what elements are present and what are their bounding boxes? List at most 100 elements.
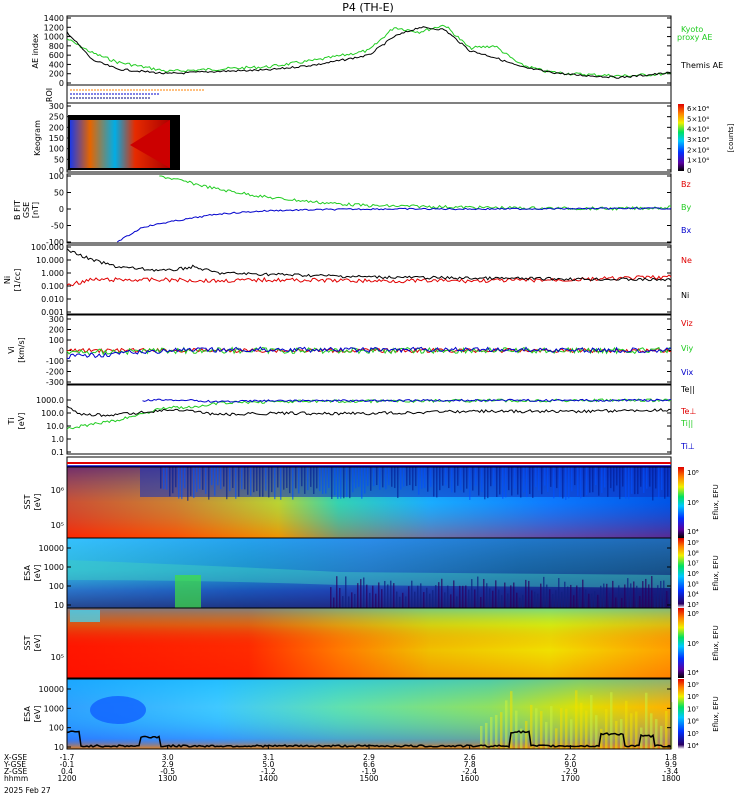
- esa-i-stripe: [555, 728, 558, 749]
- ti-par-line: [66, 398, 672, 430]
- sst-e-stripe: [472, 467, 474, 491]
- sst-e-stripe: [547, 467, 549, 492]
- esa-e-green-band: [67, 560, 671, 588]
- keo-cbtick-3: 3×10⁴: [687, 136, 709, 144]
- sst-e-stripe: [274, 467, 276, 500]
- t-ytick-label-1: 100.0: [41, 409, 64, 418]
- esa-e-cbtick-1: 10⁸: [687, 549, 699, 557]
- sst-e-stripe: [319, 467, 321, 492]
- esa-e-stripe: [654, 594, 656, 608]
- v-ytick-label-3: 0: [59, 347, 64, 356]
- sst-e-ytick-1: 10⁶: [51, 486, 64, 495]
- bfield-panel: B FIT GSE [nT] 100 50 0 -50 -100 Bz By Bx: [13, 172, 691, 247]
- esa-e-stripe: [450, 594, 452, 608]
- esa-i-cbtick-3: 10⁶: [687, 718, 699, 726]
- sst-e-ytick-2: 10⁵: [51, 521, 64, 530]
- esa-e-stripe: [420, 583, 422, 608]
- keo-ytick-label-4: 100: [49, 145, 64, 154]
- esa-i-cbtick-5: 10⁴: [687, 742, 699, 750]
- esa-e-stripe: [333, 597, 335, 608]
- sst-e-stripe: [364, 467, 366, 494]
- sst-e-stripe: [199, 467, 201, 489]
- esa-i-stripe: [595, 715, 598, 749]
- esa-i-stripe: [600, 728, 603, 749]
- esa-e-stripe: [528, 580, 530, 608]
- sst-e-stripe: [250, 467, 252, 496]
- keo-ytick-label-6: 0: [59, 166, 64, 175]
- esa-e-stripe: [381, 589, 383, 608]
- sst-i-cbar-tick-2: 10⁶: [687, 640, 699, 648]
- esa-i-stripe: [640, 727, 643, 749]
- sst-e-stripe: [613, 467, 615, 492]
- sst-e-stripe: [295, 467, 297, 489]
- sst-e-stripe: [418, 467, 420, 495]
- sst-e-stripe: [343, 467, 345, 499]
- esa-e-stripe: [441, 578, 443, 608]
- footer-tick-y-1: 2.9: [162, 760, 174, 769]
- esa-e-stripe: [588, 593, 590, 608]
- footer-tick-z-1: -0.5: [160, 767, 175, 776]
- esa-e-stripe: [414, 591, 416, 608]
- sst-e-stripe: [454, 467, 456, 493]
- sst-e-stripe: [181, 467, 183, 500]
- sst-e-stripe: [622, 467, 624, 487]
- esa-e-stripe: [492, 590, 494, 608]
- sst-e-stripe: [367, 467, 369, 487]
- esa-e-stripe: [576, 585, 578, 608]
- sst-e-stripe: [484, 467, 486, 500]
- sst-e-stripe: [631, 467, 633, 494]
- esa-i-colorbar-ticks: 10⁹ 10⁸ 10⁷ 10⁶ 10⁵ 10⁴: [687, 681, 699, 750]
- t-ytick-label-3: 1.0: [51, 435, 64, 444]
- sst-e-stripe: [421, 467, 423, 489]
- esa-e-stripe: [378, 582, 380, 608]
- esa-i-stripe: [590, 695, 593, 749]
- b-ytick-label-3: -50: [51, 222, 64, 231]
- footer-tick-z-5: -2.9: [563, 767, 578, 776]
- sst-e-stripe: [436, 467, 438, 498]
- sst-e-stripe: [400, 467, 402, 490]
- esa-e-stripe: [555, 590, 557, 608]
- temp-ylabel2: [eV]: [17, 413, 26, 430]
- esa-e-stripe: [408, 586, 410, 608]
- esa-i-stripe: [545, 721, 548, 749]
- sst-e-stripe: [655, 467, 657, 489]
- temp-legend-tipar: Ti||: [680, 419, 693, 428]
- sst-e-stripe: [583, 467, 585, 497]
- sst-e-stripe: [172, 467, 174, 494]
- sst-e-stripe: [244, 467, 246, 490]
- esa-i-stripe: [625, 700, 628, 749]
- esa-i-stripe: [565, 708, 568, 749]
- ae-ytick-label-3: 800: [49, 42, 64, 51]
- sst-e-stripe: [382, 467, 384, 488]
- velocity-legend-viz: Viz: [681, 319, 693, 328]
- footer-row-y: Y-GSE: [3, 760, 26, 769]
- sst-e-stripe: [499, 467, 501, 495]
- esa-e-stripe: [525, 579, 527, 608]
- sst-e-stripe: [226, 467, 228, 500]
- esa-e-stripe: [609, 592, 611, 608]
- esa-e-stripe: [336, 576, 338, 608]
- bfield-yticks: 100 50 0 -50 -100: [46, 172, 671, 247]
- sst-e-stripe: [331, 467, 333, 500]
- sst-e-stripe: [586, 467, 588, 495]
- n-ytick-label-1: 10.000: [36, 256, 64, 265]
- v-ytick-label-5: -200: [46, 368, 64, 377]
- esa-i-stripe: [520, 728, 523, 749]
- esa-e-colorbar-ticks: 10⁹ 10⁸ 10⁷ 10⁶ 10⁵ 10⁴ 10³: [687, 539, 699, 609]
- sst-e-stripe: [646, 467, 648, 489]
- esa-i-stripe: [490, 716, 493, 749]
- sst-e-ylabel2: [eV]: [33, 494, 42, 511]
- esa-e-ytick-label-2: 100: [49, 582, 64, 591]
- sst-e-stripe: [511, 467, 513, 496]
- esa-i-stripe: [660, 725, 663, 749]
- esa-e-stripe: [480, 597, 482, 608]
- esa-i-stripe: [650, 713, 653, 749]
- sst-e-stripe: [502, 467, 504, 499]
- v-ytick-label-6: -300: [46, 378, 64, 387]
- footer-ticks: -1.7-0.10.412003.02.9-0.513003.15.0-1.21…: [57, 745, 681, 783]
- sst-e-cbar-tick-2: 10⁶: [687, 499, 699, 507]
- esa-i-ytick-label-1: 1000: [44, 704, 64, 713]
- sst-e-stripe: [490, 467, 492, 487]
